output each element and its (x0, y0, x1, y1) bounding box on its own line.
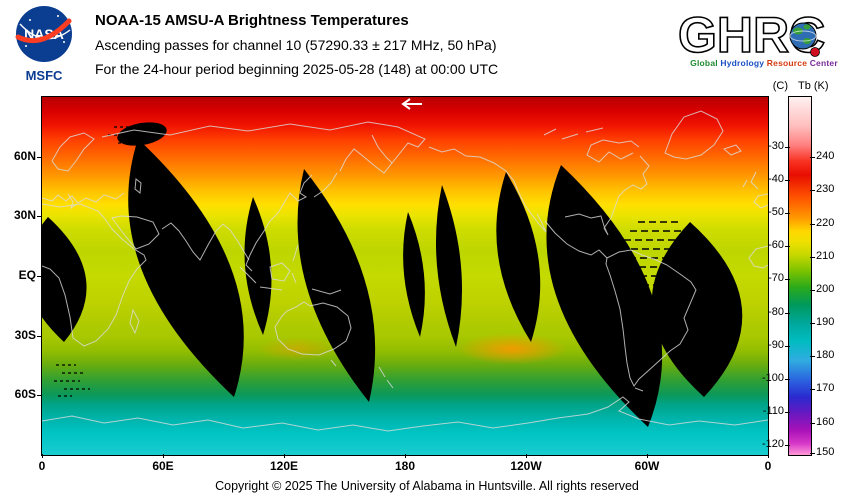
kelvin-tick: 210 (810, 250, 854, 262)
celsius-tick: -110 (744, 405, 790, 417)
header-titles: NOAA-15 AMSU-A Brightness Temperatures A… (95, 9, 498, 81)
page-title: NOAA-15 AMSU-A Brightness Temperatures (95, 12, 409, 29)
kelvin-tick: 150 (810, 446, 854, 458)
footer-copyright: Copyright © 2025 The University of Alaba… (215, 479, 639, 493)
kelvin-tick: 170 (810, 382, 854, 394)
brightness-temperature-map (25, 96, 769, 456)
ghrc-logo-icon: GHRC (677, 6, 826, 64)
colorbar-unit-celsius: (C) (772, 80, 788, 92)
tagline-word: Center (809, 58, 838, 68)
colorbar-gradient (788, 96, 812, 456)
tagline-word: Resource (766, 58, 808, 68)
lon-label-120w: 120W (506, 454, 546, 473)
celsius-tick: -30 (744, 140, 790, 152)
kelvin-tick: 160 (810, 416, 854, 428)
kelvin-tick: 200 (810, 283, 854, 295)
lat-label-eq: EQ (0, 268, 42, 282)
msfc-label: MSFC (26, 68, 63, 83)
lat-label-30n: 30N (0, 208, 42, 222)
celsius-tick: -90 (744, 339, 790, 351)
kelvin-tick: 180 (810, 349, 854, 361)
colorbar-unit-kelvin: Tb (K) (798, 80, 829, 92)
kelvin-tick: 240 (810, 150, 854, 162)
lat-label-60n: 60N (0, 149, 42, 163)
warm-anomaly-patch (457, 333, 567, 365)
celsius-tick: -70 (744, 272, 790, 284)
celsius-tick: -80 (744, 306, 790, 318)
pass-direction-arrow-icon (401, 98, 422, 110)
ghrc-tagline: Global Hydrology Resource Center (676, 58, 852, 68)
celsius-tick: -50 (744, 206, 790, 218)
lon-label-0e: 0 (22, 454, 62, 473)
nasa-meatball-icon: NASA MSFC (15, 6, 72, 83)
kelvin-tick: 230 (810, 183, 854, 195)
kelvin-tick: 220 (810, 217, 854, 229)
globe-icon (789, 22, 817, 50)
subtitle-period: For the 24-hour period beginning 2025-05… (95, 61, 499, 77)
lat-label-30s: 30S (0, 328, 42, 342)
lon-label-180: 180 (385, 454, 425, 473)
warm-anomaly-patch (257, 337, 337, 361)
kelvin-scale: 240 230 220 210 200 190 180 170 160 150 (810, 96, 854, 458)
celsius-tick: -100 (744, 372, 790, 384)
nasa-wordmark: NASA (24, 26, 64, 42)
celsius-tick: -40 (744, 173, 790, 185)
celsius-scale: -30 -40 -50 -60 -70 -80 -90 -100 -110 -1… (744, 96, 790, 456)
nasa-msfc-logo: NASA MSFC (14, 4, 74, 84)
lon-label-60w: 60W (627, 454, 667, 473)
lon-label-120e: 120E (264, 454, 304, 473)
map-canvas (25, 97, 769, 455)
subtitle-channel: Ascending passes for channel 10 (57290.3… (95, 37, 497, 53)
ghrc-red-dot-icon (810, 47, 820, 57)
tagline-word: Global (690, 58, 718, 68)
lat-label-60s: 60S (0, 387, 42, 401)
celsius-tick: -60 (744, 239, 790, 251)
kelvin-tick: 190 (810, 316, 854, 328)
celsius-tick: -120 (744, 438, 790, 450)
lon-label-60e: 60E (143, 454, 183, 473)
tagline-word: Hydrology (720, 58, 765, 68)
lon-label-0w: 0 (748, 454, 788, 473)
ghrc-logo: GHRC Global Hydrology Resource Center (676, 6, 852, 68)
ghrc-acronym: GHRC (678, 8, 825, 62)
coastlines (41, 110, 769, 432)
stipple-marks (54, 126, 150, 397)
